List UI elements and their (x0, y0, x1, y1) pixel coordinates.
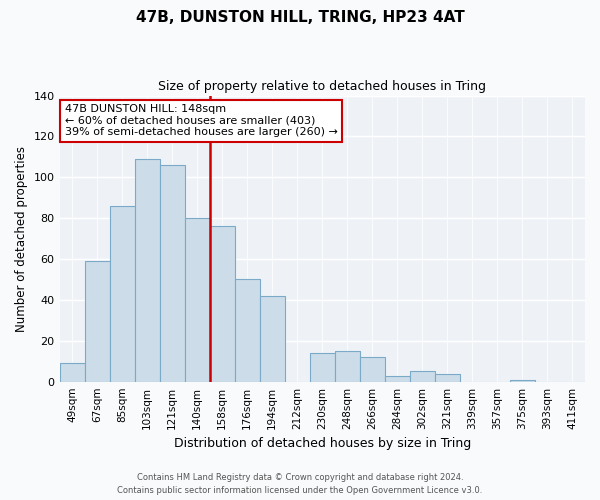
Bar (110, 206, 134, 382)
Bar (310, 353, 335, 382)
X-axis label: Distribution of detached houses by size in Tring: Distribution of detached houses by size … (173, 437, 471, 450)
Bar (260, 296, 285, 382)
Bar (59, 364, 85, 382)
Bar (85, 261, 110, 382)
Bar (160, 165, 185, 382)
Bar (360, 357, 385, 382)
Bar (335, 351, 360, 382)
Text: 47B, DUNSTON HILL, TRING, HP23 4AT: 47B, DUNSTON HILL, TRING, HP23 4AT (136, 10, 464, 25)
Text: Contains HM Land Registry data © Crown copyright and database right 2024.
Contai: Contains HM Land Registry data © Crown c… (118, 474, 482, 495)
Bar (209, 226, 235, 382)
Bar (410, 372, 435, 382)
Bar (435, 374, 460, 382)
Text: 47B DUNSTON HILL: 148sqm
← 60% of detached houses are smaller (403)
39% of semi-: 47B DUNSTON HILL: 148sqm ← 60% of detach… (65, 104, 338, 138)
Title: Size of property relative to detached houses in Tring: Size of property relative to detached ho… (158, 80, 486, 93)
Bar (134, 159, 160, 382)
Bar (385, 376, 410, 382)
Y-axis label: Number of detached properties: Number of detached properties (15, 146, 28, 332)
Bar (235, 280, 260, 382)
Bar (185, 218, 209, 382)
Bar (510, 380, 535, 382)
